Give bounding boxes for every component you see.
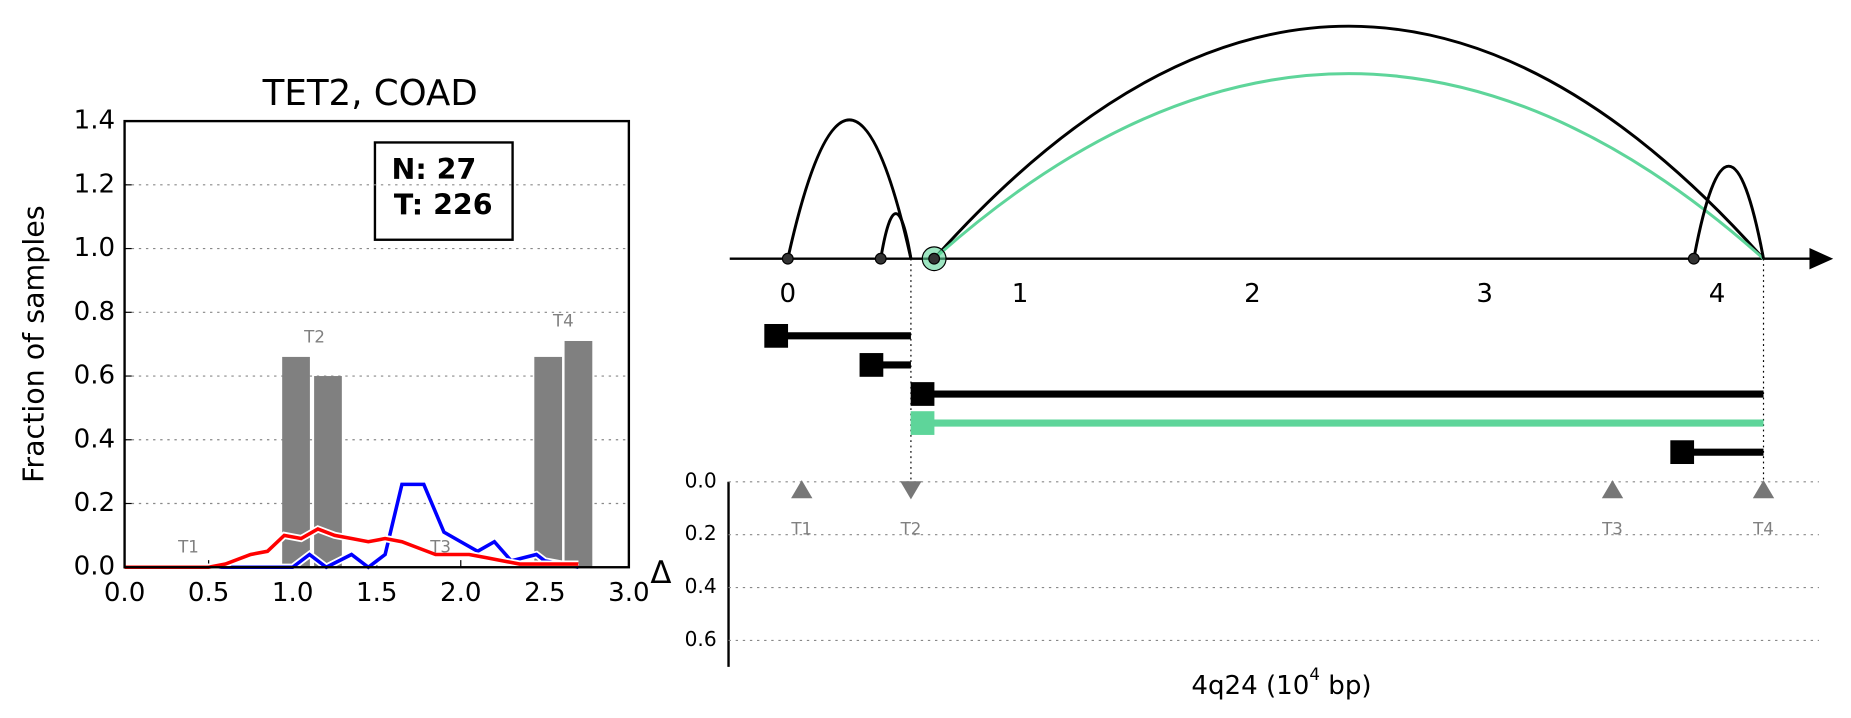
x-tick-label: 2.5	[524, 578, 566, 608]
triangle	[900, 481, 922, 500]
chart-title: TET2, COAD	[262, 73, 478, 114]
arc	[1692, 165, 1765, 260]
x-axis-label-main: 4q24 (10	[1191, 670, 1309, 700]
x-tick-label: 0.5	[188, 578, 230, 608]
triangle	[791, 480, 813, 499]
x-tick-label: 3.0	[608, 578, 650, 608]
triangle-label: T3	[1601, 520, 1623, 539]
triangle-label: T1	[790, 520, 812, 539]
x-tick-label: 2	[1244, 279, 1261, 309]
arc	[879, 212, 913, 259]
x-tick-label: 3	[1476, 279, 1493, 309]
y-tick-label: 1.2	[74, 169, 116, 199]
y-tick-label: 1.0	[74, 233, 116, 263]
x-axis-label-tail: bp)	[1320, 670, 1372, 700]
y-tick-label: 0.0	[685, 468, 717, 492]
delta-label: Δ	[650, 555, 671, 591]
x-axis-label: 4q24 (104 bp)	[1191, 665, 1371, 701]
y-tick-label: 0.8	[74, 297, 116, 327]
x-tick-label: 0	[779, 279, 796, 309]
point	[781, 252, 794, 265]
point	[1687, 252, 1700, 265]
arc	[933, 24, 1765, 260]
y-axis-label: Fraction of samples	[18, 205, 51, 483]
y-tick-label: 0.4	[74, 424, 116, 454]
segment-start	[910, 411, 935, 435]
y-tick-label: 0.2	[685, 521, 717, 545]
x-tick-label: 0.0	[104, 578, 146, 608]
line	[124, 527, 579, 570]
x-tick-label: 4	[1709, 279, 1726, 309]
marker-label: T2	[303, 327, 325, 346]
segment-start	[859, 353, 884, 377]
y-tick-label: 0.4	[685, 574, 717, 598]
triangle	[1601, 480, 1624, 499]
line	[124, 482, 579, 570]
x-tick-label: 1.5	[356, 578, 397, 608]
annotation: T: 226	[394, 189, 493, 222]
y-tick-label: 0.2	[74, 488, 116, 518]
point	[874, 252, 887, 265]
bar	[534, 356, 563, 568]
annotation: N: 27	[392, 153, 477, 186]
y-tick-label: 0.6	[685, 627, 717, 651]
x-tick-label: 1	[1012, 279, 1029, 309]
point	[928, 252, 941, 265]
arc	[786, 118, 913, 260]
triangle-label: T2	[900, 520, 922, 539]
x-tick-label: 2.0	[440, 578, 482, 608]
x-tick-label: 1.0	[272, 578, 313, 608]
arc	[933, 72, 1765, 260]
y-tick-label: 1.4	[74, 106, 116, 136]
marker-label: T3	[429, 538, 451, 557]
annotation-box	[373, 141, 514, 241]
plot-frame	[123, 119, 631, 569]
triangle-label: T4	[1752, 520, 1774, 539]
marker-label: T1	[177, 538, 199, 557]
segment-start	[910, 382, 935, 406]
y-tick-label: 0.0	[74, 552, 116, 582]
triangle	[1752, 480, 1775, 499]
segment-start	[1670, 440, 1695, 465]
segment-start	[764, 323, 789, 348]
bar	[564, 340, 593, 568]
marker-label: T4	[552, 311, 574, 330]
x-axis-arrow	[1809, 248, 1834, 270]
x-axis-label-sup: 4	[1309, 665, 1320, 684]
y-tick-label: 0.6	[74, 361, 116, 391]
